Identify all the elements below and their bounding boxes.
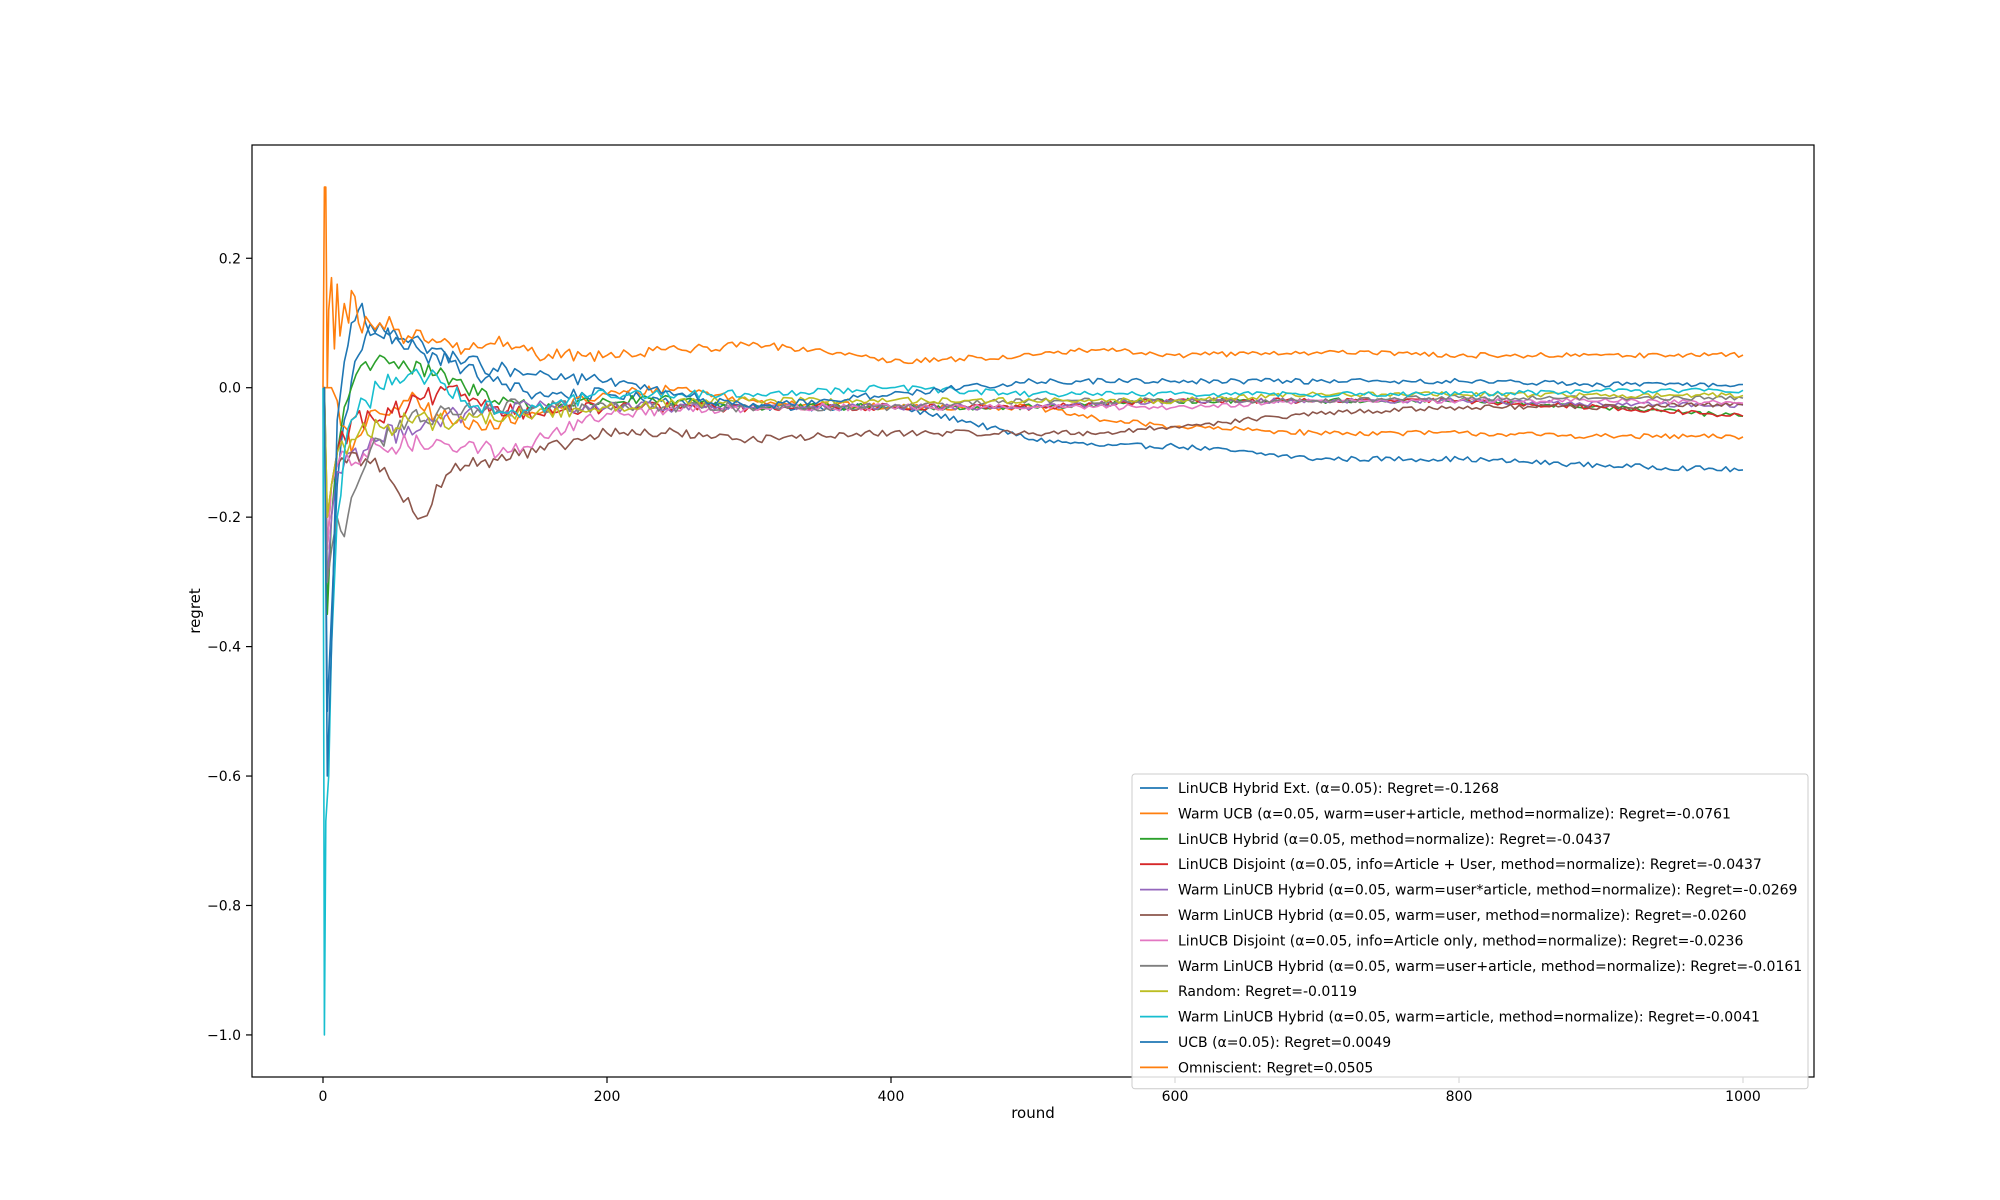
- legend-entry-label: UCB (α=0.05): Regret=0.0049: [1178, 1035, 1391, 1051]
- y-tick-label: −1.0: [207, 1028, 241, 1044]
- series-line-1: [323, 322, 1744, 713]
- x-tick-label: 800: [1446, 1089, 1473, 1105]
- legend-entry-label: Random: Regret=-0.0119: [1178, 984, 1357, 1000]
- legend-entry-label: Warm LinUCB Hybrid (α=0.05, warm=article…: [1178, 1010, 1760, 1026]
- legend-entry-label: Warm UCB (α=0.05, warm=user+article, met…: [1178, 806, 1731, 822]
- x-tick-label: 600: [1162, 1089, 1189, 1105]
- legend-entry-label: LinUCB Hybrid Ext. (α=0.05): Regret=-0.1…: [1178, 781, 1499, 797]
- y-tick-label: −0.6: [207, 769, 241, 785]
- x-tick-label: 400: [878, 1089, 905, 1105]
- legend-entry-label: Warm LinUCB Hybrid (α=0.05, warm=user*ar…: [1178, 883, 1797, 899]
- series-line-11: [323, 302, 1744, 777]
- x-tick-label: 200: [594, 1089, 621, 1105]
- y-axis-label: regret: [186, 588, 204, 634]
- y-tick-label: −0.4: [207, 640, 241, 656]
- plot-area-frame: [251, 144, 1815, 1078]
- y-tick-label: −0.8: [207, 898, 241, 914]
- legend-box: [1131, 773, 1809, 1090]
- y-tick-label: 0.0: [219, 381, 241, 397]
- legend-entry-label: Warm LinUCB Hybrid (α=0.05, warm=user, m…: [1178, 908, 1747, 924]
- y-tick-label: 0.2: [219, 251, 241, 267]
- y-axis: −1.0 −0.8 −0.6 −0.4 −0.2 0.0 0.2: [207, 251, 252, 1044]
- series-layer: [322, 186, 1744, 1036]
- y-tick-label: −0.2: [207, 510, 241, 526]
- x-tick-label: 0: [319, 1089, 328, 1105]
- series-line-12: [322, 186, 1744, 389]
- x-axis-label: round: [1011, 1104, 1055, 1122]
- series-line-8: [323, 386, 1744, 583]
- legend-entry-label: LinUCB Disjoint (α=0.05, info=Article + …: [1178, 857, 1762, 873]
- legend-entry-label: Warm LinUCB Hybrid (α=0.05, warm=user+ar…: [1178, 959, 1802, 975]
- series-line-10: [322, 368, 1744, 1036]
- x-axis: 0 200 400 600 800 1000: [319, 1077, 1761, 1105]
- legend: LinUCB Hybrid Ext. (α=0.05): Regret=-0.1…: [1131, 773, 1809, 1090]
- legend-entry-label: LinUCB Hybrid (α=0.05, method=normalize)…: [1178, 832, 1611, 848]
- legend-entry-label: LinUCB Disjoint (α=0.05, info=Article on…: [1178, 933, 1743, 949]
- x-tick-label: 1000: [1725, 1089, 1761, 1105]
- legend-entry-label: Omniscient: Regret=0.0505: [1178, 1060, 1373, 1076]
- series-line-6: [323, 386, 1744, 520]
- series-line-9: [323, 386, 1744, 518]
